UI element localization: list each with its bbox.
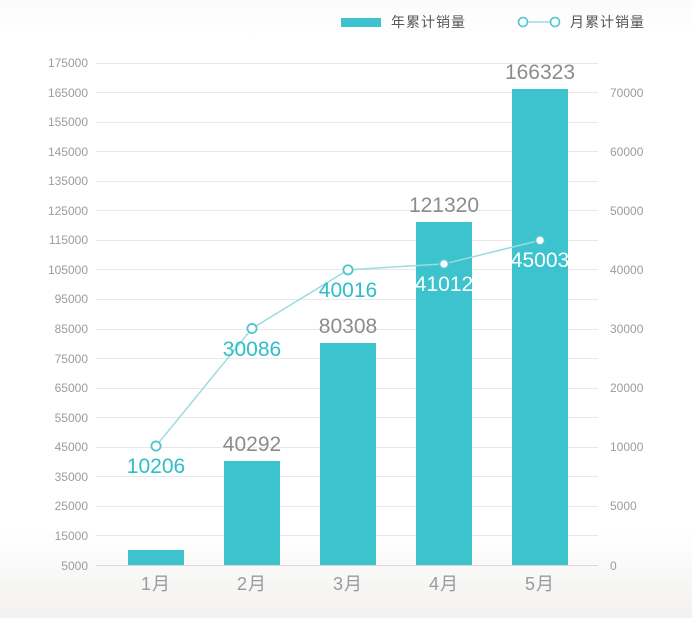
gridline bbox=[96, 565, 598, 566]
gridline bbox=[96, 92, 598, 94]
left-axis-tick-label: 5000 bbox=[61, 558, 88, 573]
right-axis-tick-label: 20000 bbox=[610, 381, 644, 396]
bar-2月[interactable] bbox=[224, 461, 280, 566]
left-axis-tick-label: 145000 bbox=[47, 144, 88, 159]
bar-5月[interactable] bbox=[512, 88, 568, 566]
left-axis-tick-label: 165000 bbox=[47, 85, 88, 100]
bar-value-label: 80308 bbox=[318, 314, 378, 338]
bar-series-swatch-icon bbox=[341, 17, 381, 27]
right-axis-tick-label: 70000 bbox=[610, 85, 644, 100]
x-axis-label-4月: 4月 bbox=[428, 574, 459, 594]
x-axis-label-2月: 2月 bbox=[236, 574, 267, 594]
legend-label-monthly: 月累计销量 bbox=[570, 14, 645, 30]
left-axis-tick-label: 115000 bbox=[48, 233, 88, 248]
right-axis-tick-label: 60000 bbox=[610, 144, 644, 159]
line-value-label: 41012 bbox=[414, 272, 474, 296]
legend-label-yearly: 年累计销量 bbox=[391, 14, 466, 30]
right-axis-tick-label: 50000 bbox=[610, 203, 644, 218]
legend: 年累计销量 月累计销量 bbox=[341, 12, 645, 32]
line-value-label: 10206 bbox=[126, 455, 186, 479]
bar-1月[interactable] bbox=[128, 550, 184, 566]
left-axis-tick-label: 75000 bbox=[54, 351, 88, 366]
line-value-label: 40016 bbox=[318, 278, 378, 302]
left-axis-tick-label: 135000 bbox=[47, 174, 88, 189]
gridline bbox=[96, 239, 598, 241]
left-axis-tick-label: 65000 bbox=[54, 381, 88, 396]
left-axis-tick-label: 35000 bbox=[54, 469, 88, 484]
left-axis-tick-label: 95000 bbox=[54, 292, 88, 307]
gridline bbox=[96, 62, 598, 64]
right-axis-tick-label: 30000 bbox=[610, 322, 644, 337]
right-axis-tick-label: 5000 bbox=[610, 499, 637, 514]
x-axis-label-1月: 1月 bbox=[140, 574, 171, 594]
gridline bbox=[96, 151, 598, 153]
bar-value-label: 166323 bbox=[504, 60, 576, 84]
left-axis-tick-label: 15000 bbox=[54, 528, 88, 543]
left-axis-tick-label: 175000 bbox=[47, 56, 88, 70]
bar-3月[interactable] bbox=[320, 342, 376, 566]
gridline bbox=[96, 298, 598, 300]
line-value-label: 30086 bbox=[222, 337, 282, 361]
right-axis-tick-label: 40000 bbox=[610, 262, 644, 277]
left-axis-tick-label: 105000 bbox=[47, 262, 88, 277]
line-marker-5月[interactable] bbox=[534, 234, 546, 246]
left-axis-tick-label: 55000 bbox=[54, 410, 88, 425]
gridline bbox=[96, 328, 598, 330]
x-axis-label-3月: 3月 bbox=[332, 574, 363, 594]
gridline bbox=[96, 121, 598, 123]
bar-value-label: 40292 bbox=[222, 433, 282, 457]
line-value-label: 45003 bbox=[510, 249, 570, 273]
left-axis-tick-label: 85000 bbox=[54, 322, 88, 337]
line-series-symbol-icon bbox=[517, 16, 561, 28]
legend-item-monthly[interactable]: 月累计销量 bbox=[516, 12, 645, 32]
left-axis-tick-label: 155000 bbox=[47, 115, 88, 130]
bar-4月[interactable] bbox=[416, 221, 472, 566]
gridline bbox=[96, 180, 598, 182]
line-marker-4月[interactable] bbox=[438, 258, 450, 270]
bar-value-label: 121320 bbox=[408, 193, 480, 217]
gridline bbox=[96, 210, 598, 212]
left-axis-tick-label: 125000 bbox=[47, 203, 88, 218]
line-marker-2月[interactable] bbox=[246, 323, 258, 335]
left-axis-tick-label: 25000 bbox=[54, 499, 88, 514]
left-axis-tick-label: 45000 bbox=[54, 440, 88, 455]
right-axis-tick-label: 10000 bbox=[610, 440, 644, 455]
legend-item-yearly[interactable]: 年累计销量 bbox=[341, 12, 466, 32]
line-marker-1月[interactable] bbox=[150, 440, 162, 452]
right-axis-tick-label: 0 bbox=[610, 558, 617, 573]
x-axis-label-5月: 5月 bbox=[524, 574, 555, 594]
line-marker-3月[interactable] bbox=[342, 264, 354, 276]
